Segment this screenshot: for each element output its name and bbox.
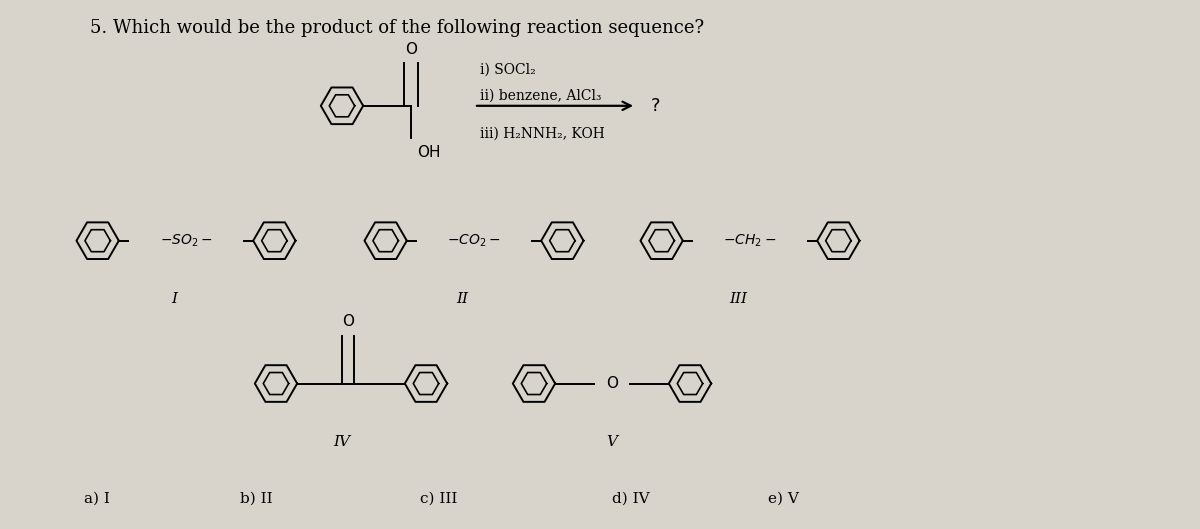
- Text: V: V: [606, 435, 618, 449]
- Text: OH: OH: [418, 145, 440, 160]
- Text: 5. Which would be the product of the following reaction sequence?: 5. Which would be the product of the fol…: [90, 19, 704, 37]
- Text: d) IV: d) IV: [612, 491, 649, 505]
- Text: ii) benzene, AlCl₃: ii) benzene, AlCl₃: [480, 89, 601, 103]
- Text: O: O: [606, 376, 618, 391]
- Text: IV: IV: [334, 435, 350, 449]
- Text: O: O: [342, 314, 354, 329]
- Text: I: I: [172, 292, 178, 306]
- Text: c) III: c) III: [420, 491, 457, 505]
- Text: $-SO_2-$: $-SO_2-$: [160, 232, 212, 249]
- Text: e) V: e) V: [768, 491, 799, 505]
- Text: b) II: b) II: [240, 491, 272, 505]
- Text: i) SOCl₂: i) SOCl₂: [480, 63, 535, 77]
- Text: II: II: [456, 292, 468, 306]
- Text: $-CH_2-$: $-CH_2-$: [724, 232, 776, 249]
- Text: $-CO_2-$: $-CO_2-$: [448, 232, 500, 249]
- Text: ?: ?: [650, 97, 660, 115]
- Text: O: O: [406, 42, 418, 57]
- Text: III: III: [730, 292, 746, 306]
- Text: a) I: a) I: [84, 491, 110, 505]
- Text: iii) H₂NNH₂, KOH: iii) H₂NNH₂, KOH: [480, 126, 605, 140]
